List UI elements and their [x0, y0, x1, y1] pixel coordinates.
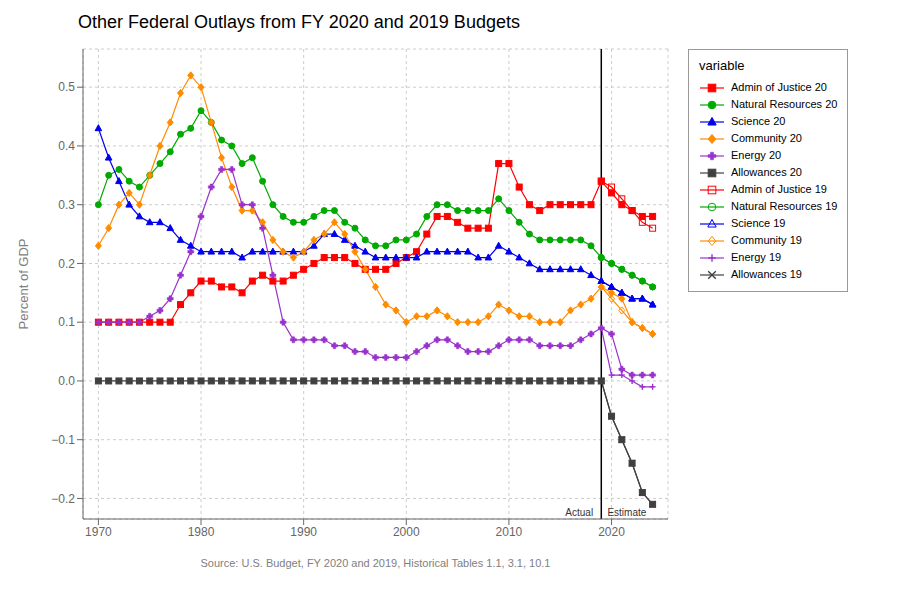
html-text:Admin of Justice 20: Admin of Justice 20	[731, 81, 827, 93]
svg-text:0.1: 0.1	[58, 315, 75, 329]
html-text:Science 19: Science 19	[731, 217, 786, 229]
svg-text:2020: 2020	[598, 525, 625, 539]
svg-text:Actual: Actual	[565, 507, 593, 518]
html-text:Natural Resources 20: Natural Resources 20	[731, 98, 838, 110]
svg-text:Estimate: Estimate	[607, 507, 646, 518]
svg-text:0.0: 0.0	[58, 374, 75, 388]
html-text:Natural Resources 19: Natural Resources 19	[731, 200, 838, 212]
svg-text:0.5: 0.5	[58, 80, 75, 94]
svg-text:0.4: 0.4	[58, 139, 75, 153]
svg-text:0.3: 0.3	[58, 198, 75, 212]
svg-text:1970: 1970	[85, 525, 112, 539]
html-text:Other Federal Outlays from FY: Other Federal Outlays from FY 2020 and 2…	[78, 12, 520, 32]
html-text:variable: variable	[699, 58, 745, 73]
svg-text:0.2: 0.2	[58, 257, 75, 271]
svg-text:−0.1: −0.1	[51, 433, 75, 447]
html-text:Allowances 20: Allowances 20	[731, 166, 802, 178]
svg-text:2010: 2010	[496, 525, 523, 539]
html-text:Science 20: Science 20	[731, 115, 786, 127]
svg-text:2000: 2000	[393, 525, 420, 539]
html-text:Energy 19: Energy 19	[731, 251, 782, 263]
html-text:Admin of Justice 19: Admin of Justice 19	[731, 183, 827, 195]
svg-text:Source: U.S. Budget, FY 2020 a: Source: U.S. Budget, FY 2020 and 2019, H…	[201, 557, 551, 569]
html-text:Community 20: Community 20	[731, 132, 802, 144]
svg-text:1990: 1990	[290, 525, 317, 539]
html-text:Energy 20: Energy 20	[731, 149, 782, 161]
svg-text:1980: 1980	[188, 525, 215, 539]
html-text:Community 19: Community 19	[731, 234, 802, 246]
svg-text:Percent of GDP: Percent of GDP	[16, 238, 31, 329]
svg-text:−0.2: −0.2	[51, 492, 75, 506]
html-text:Allowances 19: Allowances 19	[731, 268, 802, 280]
